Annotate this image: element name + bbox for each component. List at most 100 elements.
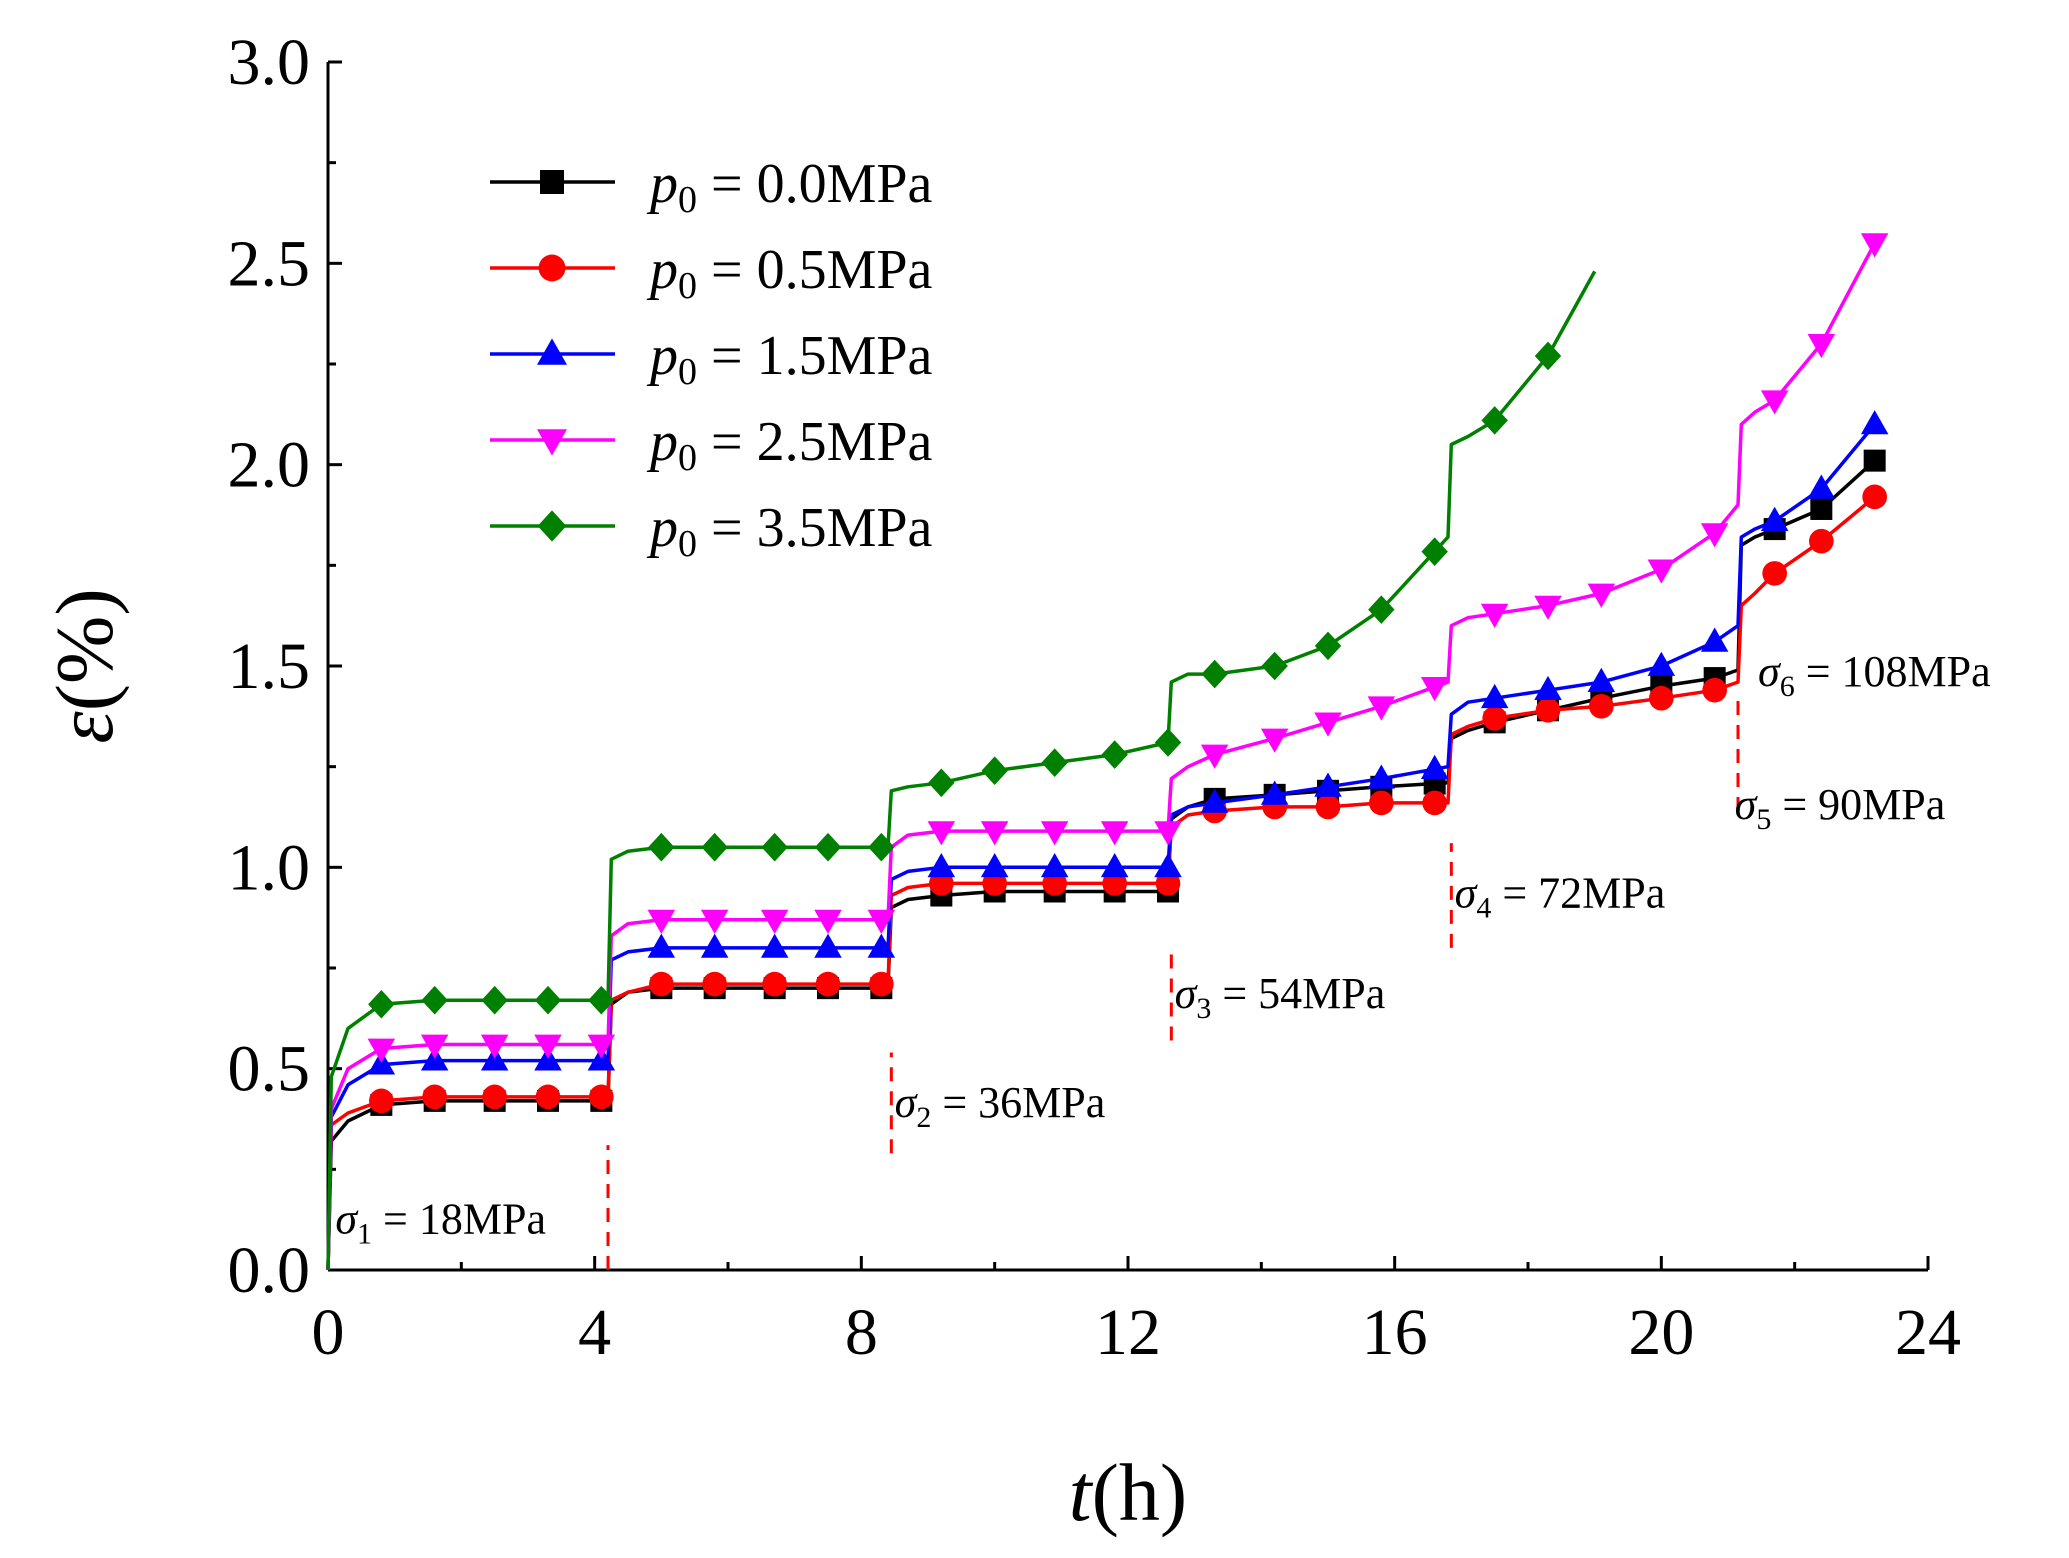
legend-value: = 1.5MPa (697, 325, 933, 387)
legend-item: p0 = 0.0MPa (490, 153, 933, 221)
data-point (1860, 233, 1889, 258)
data-point (587, 1034, 616, 1059)
x-tick-label: 4 (578, 1296, 611, 1369)
data-point (367, 1038, 396, 1063)
data-point (1314, 631, 1342, 661)
data-point (421, 985, 448, 1015)
y-tick-label: 0.5 (228, 1033, 311, 1106)
data-point (869, 971, 894, 997)
y-axis-unit: (%) (39, 588, 130, 711)
stress-annotation: σ3 = 54MPa (1175, 969, 1386, 1025)
y-tick-label: 2.5 (228, 227, 311, 300)
data-point (814, 933, 842, 958)
data-point (760, 933, 789, 958)
legend-item: p0 = 3.5MPa (490, 497, 933, 565)
data-point (1200, 744, 1229, 769)
series-line (326, 270, 1597, 1271)
series-2 (326, 410, 1889, 1271)
y-tick-label: 3.0 (228, 26, 311, 99)
annotation-value: = 36MPa (931, 1078, 1105, 1127)
data-point (1760, 506, 1789, 531)
x-tick-label: 20 (1628, 1296, 1694, 1369)
legend-value: = 0.0MPa (697, 153, 933, 215)
annotation-subscript: 6 (1780, 670, 1795, 703)
data-point (420, 1034, 449, 1059)
x-tick-label: 0 (312, 1296, 345, 1369)
data-point (369, 1088, 394, 1114)
data-point (480, 1034, 509, 1059)
data-point (927, 853, 956, 878)
data-point (648, 832, 675, 862)
data-point (1421, 537, 1448, 566)
legend-subscript: 0 (678, 437, 697, 479)
legend-label: p0 = 0.0MPa (646, 153, 933, 221)
legend-marker (540, 170, 564, 194)
series-1 (326, 484, 1887, 1271)
legend-subscript: 0 (678, 265, 697, 307)
data-point (1534, 341, 1562, 371)
data-point (1315, 794, 1341, 820)
data-point (1534, 595, 1562, 620)
data-point (1154, 821, 1182, 846)
data-point (1807, 474, 1836, 499)
series-3 (326, 233, 1889, 1271)
data-point (482, 1084, 507, 1110)
data-point (1807, 333, 1836, 359)
stage-dashed-lines (606, 698, 1740, 1270)
legend-item: p0 = 0.5MPa (490, 239, 933, 307)
data-point (1422, 790, 1447, 816)
data-point (867, 909, 896, 934)
series-line (326, 423, 1877, 1271)
annotation-symbol: σ (1758, 647, 1782, 696)
annotation-subscript: 3 (1196, 992, 1211, 1025)
data-point (1702, 677, 1727, 703)
data-point (1154, 853, 1182, 878)
data-point (1040, 821, 1069, 846)
data-point (814, 909, 842, 934)
legend-label: p0 = 2.5MPa (646, 411, 933, 479)
data-point (761, 832, 788, 862)
annotation-symbol: σ (335, 1195, 359, 1244)
axis-titles: t(h) ε(%) (39, 588, 1187, 1538)
data-point (867, 933, 896, 958)
legend-subscript: 0 (678, 523, 697, 565)
data-point (1367, 764, 1396, 789)
data-point (589, 1084, 614, 1110)
stress-annotation: σ1 = 18MPa (335, 1195, 546, 1251)
data-point (1367, 696, 1396, 721)
series-line (326, 459, 1876, 1271)
data-point (588, 985, 615, 1015)
data-point (1155, 871, 1181, 896)
data-point (1260, 728, 1289, 753)
data-point (1760, 390, 1789, 415)
legend-item: p0 = 2.5MPa (490, 411, 933, 479)
data-point (760, 909, 789, 934)
data-point (1587, 667, 1616, 693)
legend-subscript: 0 (678, 351, 697, 393)
data-point (1534, 675, 1562, 701)
annotation-symbol: σ (1455, 868, 1479, 917)
legend-subscript: 0 (678, 179, 697, 221)
data-point (368, 989, 395, 1019)
x-tick-label: 24 (1895, 1296, 1961, 1369)
data-point (1314, 712, 1342, 737)
data-point (481, 985, 508, 1015)
legend-label: p0 = 3.5MPa (646, 497, 933, 565)
data-point (1420, 754, 1449, 779)
annotation-subscript: 1 (357, 1218, 372, 1251)
data-point (1862, 484, 1887, 510)
data-point (1480, 603, 1509, 628)
data-point (1100, 821, 1129, 846)
data-point (649, 971, 674, 997)
annotation-subscript: 2 (916, 1101, 931, 1134)
axes: 0 4 8 12 16 20 240.00.51.01.52.02.53.0 (228, 26, 1962, 1369)
data-point (1201, 659, 1228, 689)
annotation-value: = 72MPa (1491, 868, 1665, 917)
stress-annotation: σ6 = 108MPa (1758, 647, 1991, 703)
data-point (1482, 706, 1507, 731)
data-point (1200, 788, 1229, 813)
y-tick-label: 0.0 (228, 1234, 311, 1307)
annotation-symbol: σ (1735, 780, 1759, 829)
